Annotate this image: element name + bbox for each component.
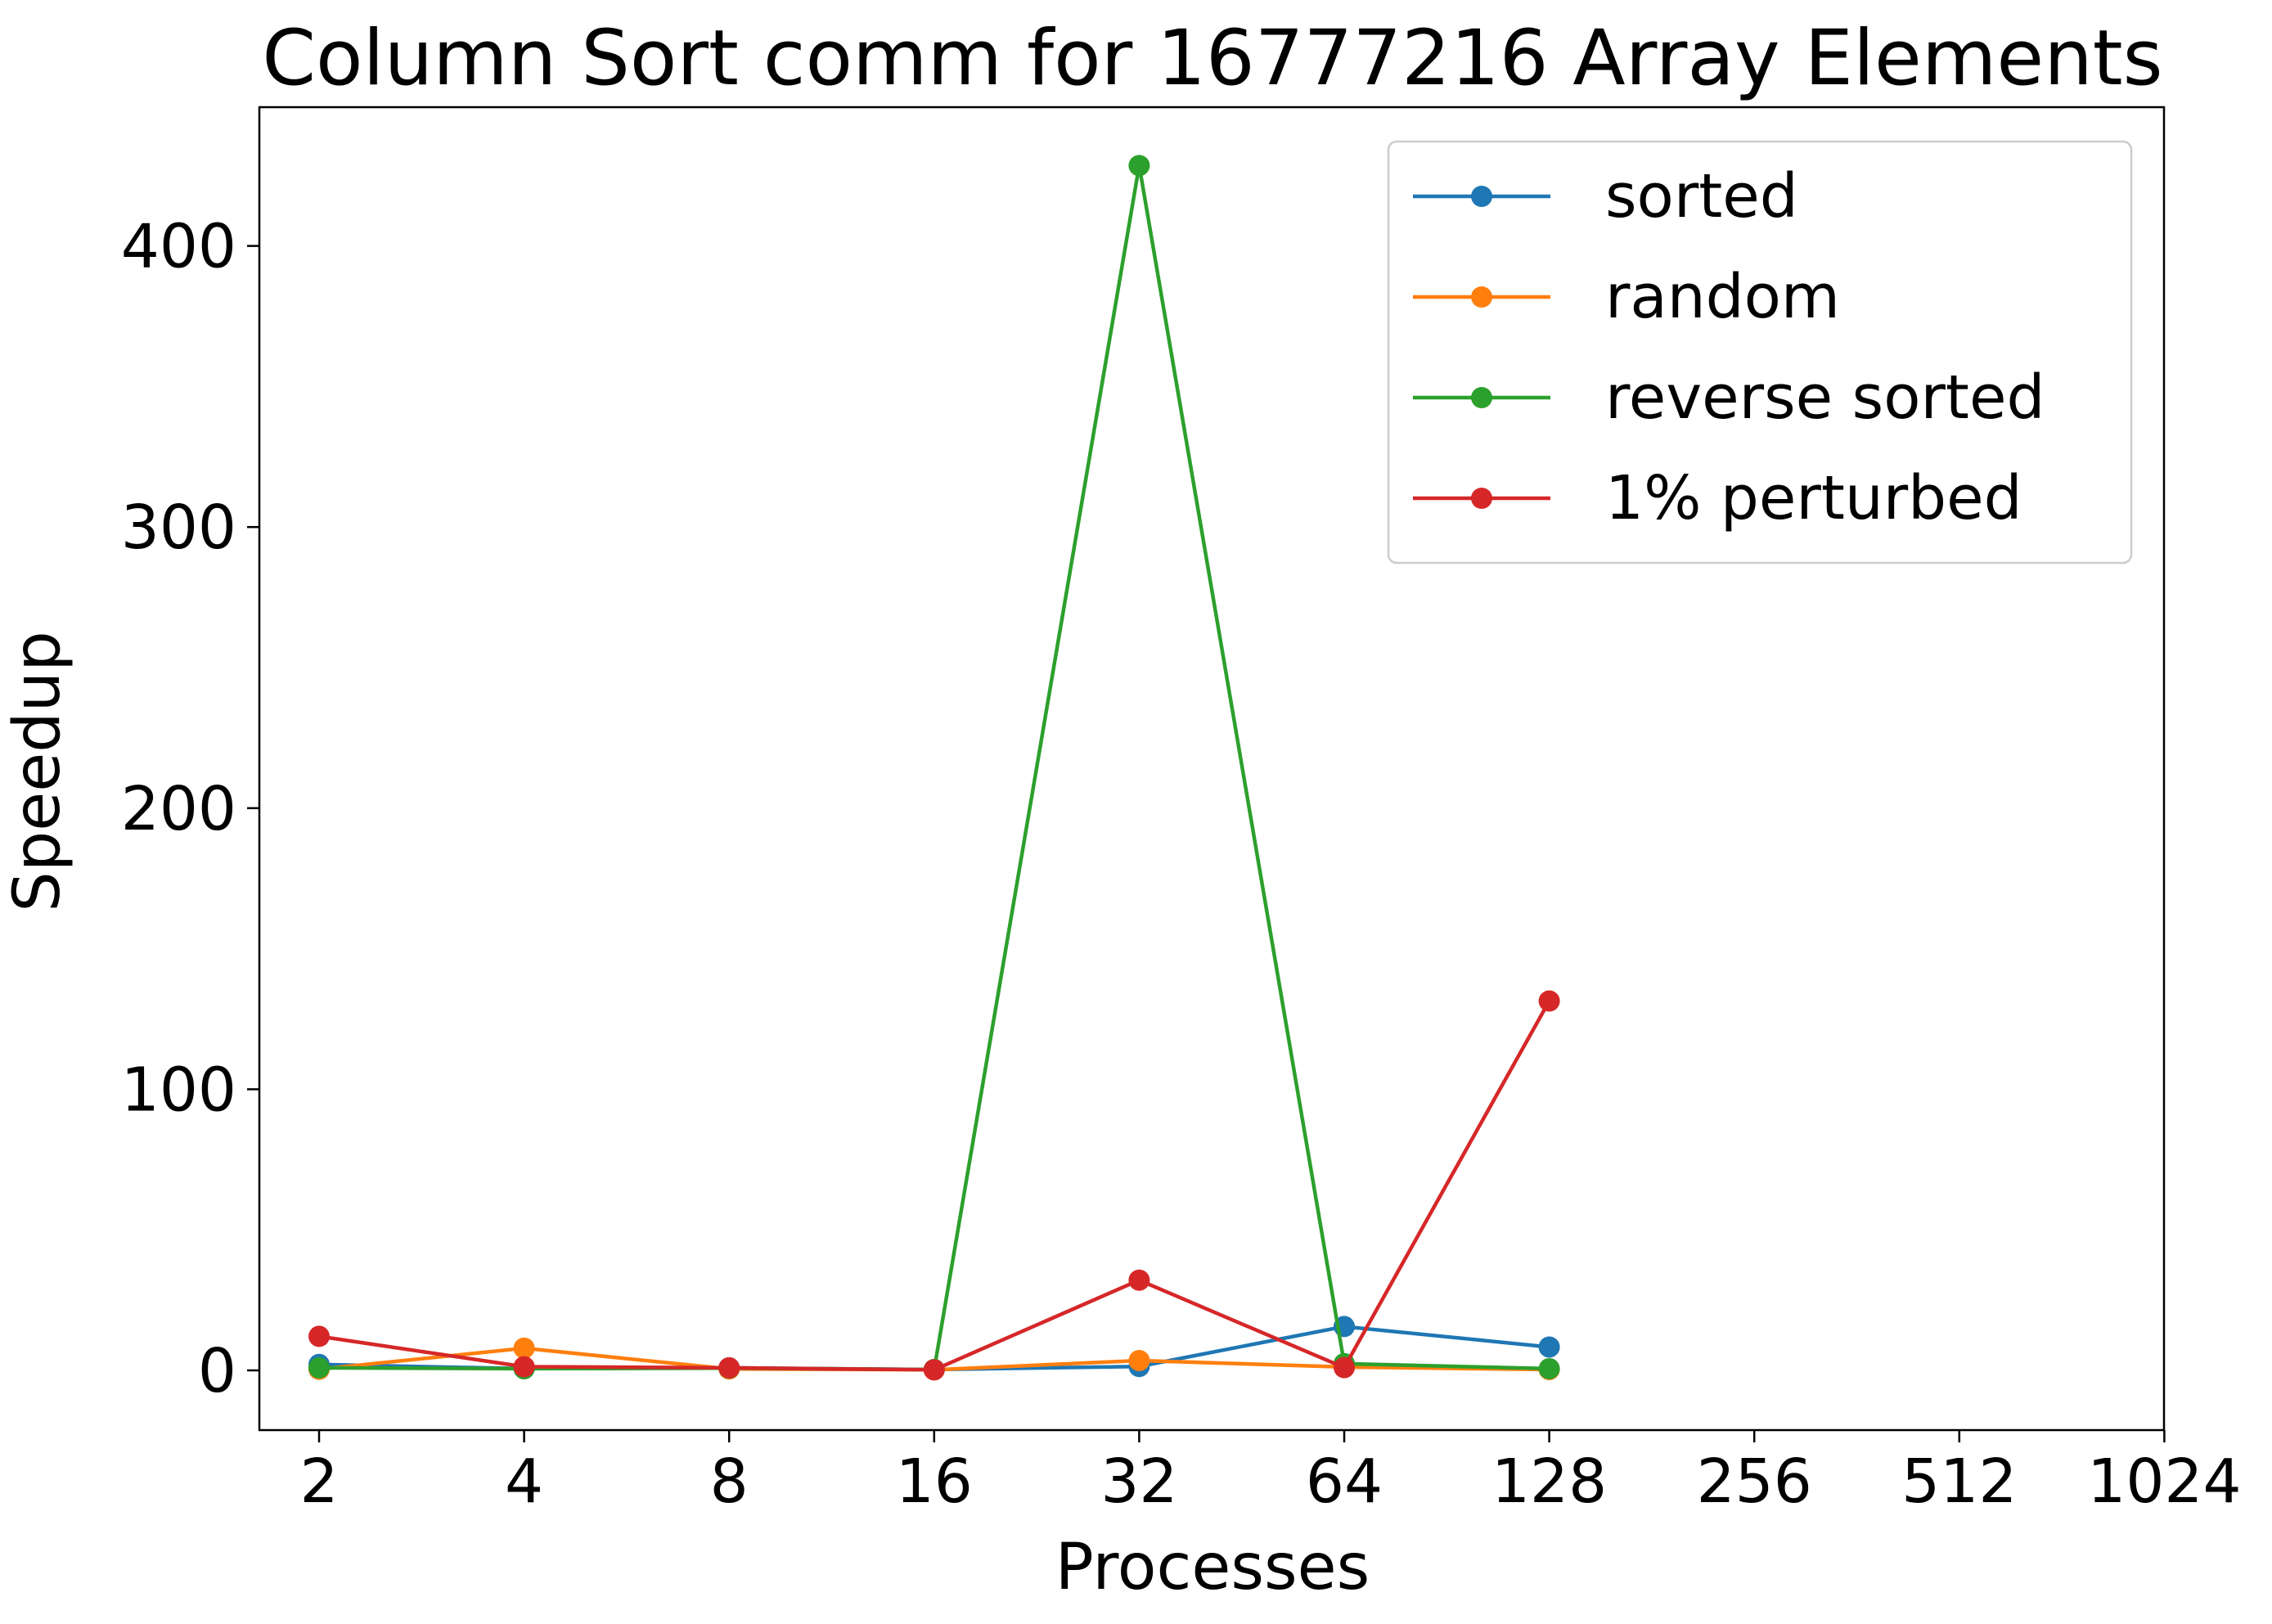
y-tick-label: 400 — [121, 212, 236, 282]
data-point-random — [1128, 1349, 1150, 1371]
y-tick-label: 0 — [198, 1336, 236, 1406]
x-tick-label: 128 — [1491, 1446, 1607, 1517]
series-line-1-perturbed — [318, 1000, 1551, 1372]
x-tick-label: 512 — [1901, 1446, 2017, 1517]
legend: sorted random reverse sorted 1% perturbed — [1387, 140, 2133, 565]
x-tick-label: 256 — [1697, 1446, 1812, 1517]
x-tick-label: 16 — [896, 1446, 973, 1517]
legend-label-reverse-sorted: reverse sorted — [1605, 362, 2045, 433]
legend-label-sorted: sorted — [1605, 161, 1798, 232]
chart-title: Column Sort comm for 16777216 Array Elem… — [262, 14, 2162, 103]
legend-label-1-perturbed: 1% perturbed — [1605, 463, 2022, 533]
data-point-reverse-sorted — [308, 1356, 330, 1379]
data-point-reverse-sorted — [1128, 155, 1150, 177]
data-point-1-perturbed — [923, 1359, 945, 1381]
x-tick-label: 4 — [505, 1446, 543, 1517]
legend-label-random: random — [1605, 262, 1840, 332]
legend-marker-random — [1471, 286, 1492, 308]
data-point-1-perturbed — [718, 1356, 740, 1379]
plot-area: 2 4 8 16 32 64 128 256 512 1024 0 100 200 300 400 — [121, 106, 2242, 1517]
legend-box — [1387, 140, 2133, 565]
x-tick-label: 64 — [1306, 1446, 1383, 1517]
legend-marker-reverse-sorted — [1471, 387, 1492, 408]
x-axis-label: Processes — [1055, 1531, 1370, 1604]
y-axis-label: Speedup — [1, 631, 74, 911]
x-tick-label: 1024 — [2087, 1446, 2241, 1517]
data-point-reverse-sorted — [1538, 1357, 1560, 1379]
series-line-reverse-sorted — [318, 164, 1550, 1372]
data-point-1-perturbed — [1538, 990, 1560, 1012]
data-point-1-perturbed — [308, 1325, 330, 1347]
y-tick-label: 100 — [121, 1055, 236, 1125]
data-point-random — [513, 1337, 535, 1359]
data-point-1-perturbed — [1334, 1356, 1355, 1379]
data-point-1-perturbed — [1128, 1269, 1150, 1291]
axes-frame — [258, 106, 2166, 1432]
x-tick-label: 32 — [1100, 1446, 1177, 1517]
y-tick-label: 300 — [121, 493, 236, 563]
data-point-sorted — [1538, 1336, 1560, 1358]
data-point-1-perturbed — [513, 1356, 535, 1378]
legend-marker-sorted — [1471, 186, 1492, 207]
x-tick-label: 2 — [299, 1446, 338, 1517]
y-tick-label: 200 — [121, 774, 236, 844]
x-tick-label: 8 — [710, 1446, 749, 1517]
legend-marker-1-perturbed — [1471, 488, 1492, 509]
